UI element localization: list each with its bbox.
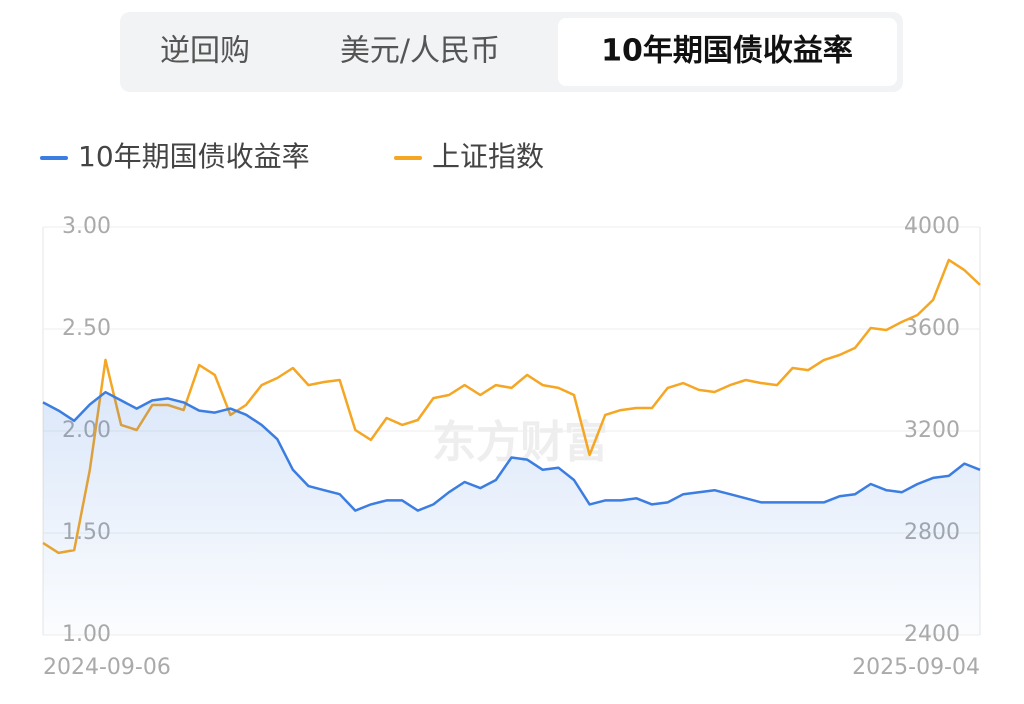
legend-label: 10年期国债收益率 bbox=[78, 140, 310, 173]
series-line bbox=[42, 390, 981, 512]
legend-label: 上证指数 bbox=[432, 140, 544, 173]
tab[interactable]: 10年期国债收益率 bbox=[601, 34, 853, 69]
y2-tick-label: 3600 bbox=[904, 316, 960, 341]
x-tick-label: 2024-09-06 bbox=[43, 655, 171, 680]
y-tick-label: 3.00 bbox=[62, 214, 111, 239]
y2-tick-label: 4000 bbox=[904, 214, 960, 239]
x-tick-label: 2025-09-04 bbox=[852, 655, 980, 680]
tab[interactable]: 美元/人民币 bbox=[340, 34, 500, 69]
series-area bbox=[43, 392, 980, 635]
tab-active-bg bbox=[558, 18, 897, 86]
y-tick-label: 2.50 bbox=[62, 316, 111, 341]
series-line bbox=[42, 258, 981, 555]
y2-tick-label: 3200 bbox=[904, 418, 960, 443]
tab[interactable]: 逆回购 bbox=[160, 34, 250, 69]
